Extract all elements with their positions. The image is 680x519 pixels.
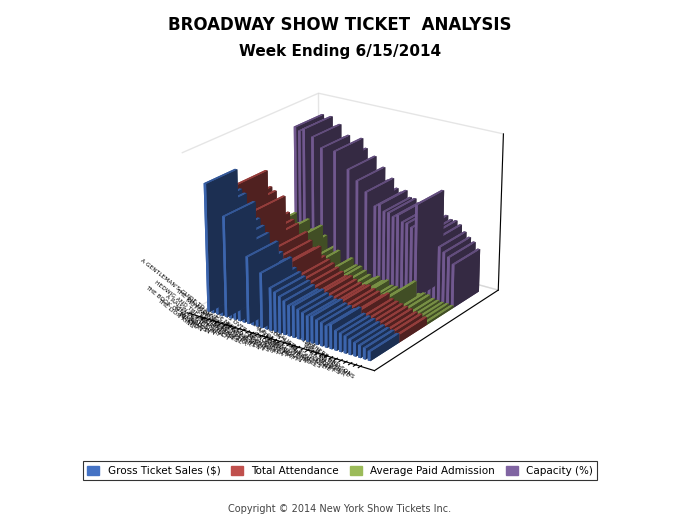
Text: BROADWAY SHOW TICKET  ANALYSIS: BROADWAY SHOW TICKET ANALYSIS <box>168 16 512 34</box>
Legend: Gross Ticket Sales ($), Total Attendance, Average Paid Admission, Capacity (%): Gross Ticket Sales ($), Total Attendance… <box>82 461 598 480</box>
Text: Copyright © 2014 New York Show Tickets Inc.: Copyright © 2014 New York Show Tickets I… <box>228 504 452 514</box>
Text: Week Ending 6/15/2014: Week Ending 6/15/2014 <box>239 44 441 59</box>
